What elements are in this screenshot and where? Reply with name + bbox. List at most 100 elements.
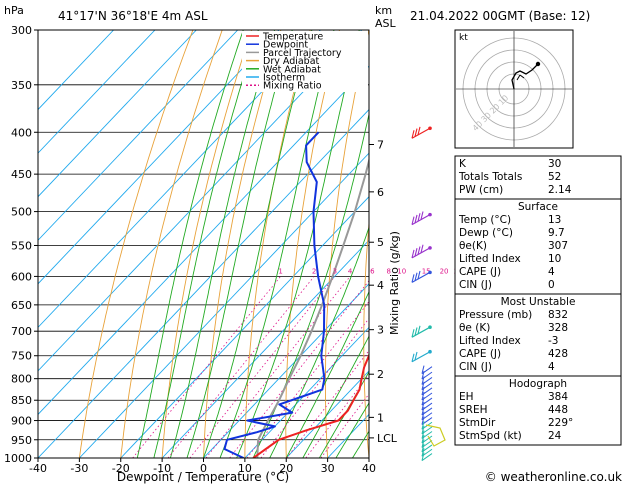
legend-label: Parcel Trajectory: [263, 48, 342, 59]
index-value: 52: [548, 171, 561, 183]
wind-barb-flag: [421, 443, 425, 453]
index-value: 9.7: [548, 227, 565, 239]
index-value: 428: [548, 348, 568, 360]
index-label: θe(K): [459, 240, 487, 252]
km-unit-label: km: [375, 4, 392, 17]
isotherm-line: [285, 370, 369, 458]
index-label: CIN (J): [459, 361, 492, 373]
wind-barb-staff: [411, 271, 431, 283]
wind-barb-flag: [421, 411, 425, 420]
hodograph-endpoint: [535, 61, 541, 67]
indices-table: K 30 Totals Totals 52 PW (cm) 2.14 Surface Temp…: [454, 155, 622, 446]
index-label: Dewp (°C): [459, 227, 513, 239]
height-tick-label: LCL: [377, 432, 398, 445]
pressure-tick-label: 750: [11, 350, 32, 363]
wind-barbs: [411, 126, 446, 461]
copyright-label: © weatheronline.co.uk: [485, 470, 622, 484]
wind-barb-flag: [421, 448, 425, 457]
pressure-tick-label: 1000: [4, 452, 32, 465]
mixing-ratio-label: 6: [370, 267, 375, 275]
wet-adiabat-line: [252, 112, 369, 458]
wind-barb-flag: [421, 376, 425, 385]
wind-barb-dot: [428, 325, 432, 330]
temperature-line: [252, 352, 369, 458]
temperature-tick-label: -20: [112, 462, 130, 475]
index-label: CAPE (J): [459, 266, 501, 278]
pressure-tick-label: 300: [11, 24, 32, 37]
wet-adiabat-line: [136, 30, 244, 458]
pressure-tick-label: 850: [11, 394, 32, 407]
index-value: -3: [548, 335, 558, 347]
wind-barb-staff: [411, 351, 431, 363]
legend-label: Isotherm: [263, 73, 305, 84]
wind-barb-staff: [421, 453, 433, 461]
wind-barb-flag: [411, 130, 415, 139]
wind-barb-staff: [411, 247, 431, 259]
temperature-tick-label: 30: [321, 462, 335, 475]
index-value: 832: [548, 309, 568, 321]
index-value: 4: [548, 266, 555, 278]
index-value: 2.14: [548, 184, 572, 196]
wind-barb-flag: [421, 391, 425, 401]
isotherm-line: [38, 30, 114, 111]
wind-barb-dot: [428, 126, 432, 131]
index-value: 10: [548, 253, 561, 265]
dry-adiabat-line: [161, 30, 253, 458]
index-label: PW (cm): [459, 184, 503, 196]
temperature-tick-label: 20: [279, 462, 293, 475]
asl-unit-label: ASL: [375, 17, 397, 30]
wind-barb-flag: [420, 244, 424, 253]
wind-barb-flag: [421, 396, 425, 406]
index-label: CIN (J): [459, 279, 492, 291]
wind-barb-flag: [411, 353, 415, 362]
storm-motion-marker: [516, 74, 525, 81]
sounding-profiles: [223, 131, 369, 458]
mixing-ratio-label: 4: [348, 267, 353, 275]
index-value: 0: [548, 279, 555, 291]
legend-box: [242, 31, 368, 92]
wind-barb-flag: [417, 246, 421, 255]
wet-adiabat-line: [269, 225, 369, 458]
index-value: 307: [548, 240, 568, 252]
wet-adiabat-line: [169, 30, 276, 458]
wet-adiabat-line: [302, 335, 369, 458]
wind-barb-flag: [411, 216, 415, 225]
mixing-ratio-label: 15: [422, 267, 431, 275]
wind-barb-staff: [411, 214, 431, 226]
pressure-tick-label: 900: [11, 415, 32, 428]
dry-adiabat-line: [363, 218, 369, 458]
height-axis: 7 6 5 4 3 2 1 LCL: [369, 138, 398, 445]
legend-label: Mixing Ratio: [263, 81, 322, 92]
wind-barb-dot: [428, 349, 432, 354]
isotherm-line: [79, 152, 369, 458]
index-label: Lifted Index: [459, 335, 521, 347]
most-unstable-box-title: Most Unstable: [501, 296, 576, 308]
legend-label: Dewpoint: [263, 40, 308, 51]
temperature-tick-label: -10: [153, 462, 171, 475]
wind-barb-flag: [417, 126, 421, 136]
wind-barb-staff: [411, 127, 431, 139]
dry-adiabat-line: [437, 30, 457, 458]
index-label: Lifted Index: [459, 253, 521, 265]
mixing-ratio-label: 3: [333, 267, 337, 275]
height-tick-label: 7: [377, 138, 384, 151]
pressure-tick-label: 350: [11, 79, 32, 92]
index-label: Totals Totals: [458, 171, 522, 183]
pressure-axis: 300 350 400 450 500 550 600 650 700 750 800 850 900 9…: [4, 24, 38, 465]
height-tick-label: 3: [377, 324, 384, 337]
temperature-tick-label: -40: [29, 462, 47, 475]
temperature-tick-label: -30: [70, 462, 88, 475]
hodograph-trace: [511, 63, 539, 90]
legend-label: Dry Adiabat: [263, 56, 320, 67]
dry-adiabat-line: [78, 30, 194, 458]
height-tick-label: 2: [377, 368, 384, 381]
hodograph-indices-box: [454, 375, 622, 446]
dry-adiabat-line: [244, 30, 311, 458]
basic-indices-box: [454, 155, 622, 200]
index-value: 4: [548, 361, 555, 373]
wet-adiabat-line: [285, 290, 369, 458]
wind-barb-flag: [421, 406, 425, 416]
wet-adiabat-line: [236, 30, 360, 458]
